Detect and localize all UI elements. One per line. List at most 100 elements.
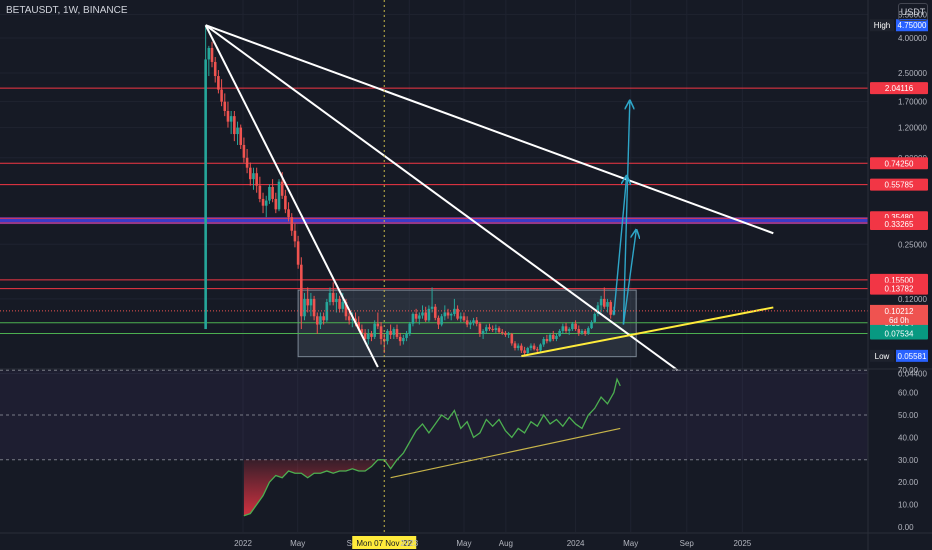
candle-body bbox=[229, 116, 233, 122]
candle-body bbox=[491, 329, 494, 331]
low-price-box bbox=[896, 349, 928, 362]
time-tick-label: May bbox=[290, 539, 305, 548]
candle-body bbox=[357, 321, 361, 330]
time-tick-label: 2023 bbox=[400, 539, 418, 548]
candle-body bbox=[287, 209, 290, 218]
candle-body bbox=[472, 320, 475, 323]
candle-body bbox=[421, 312, 424, 316]
candle-body bbox=[360, 329, 364, 333]
candle-body bbox=[532, 345, 536, 350]
candle-body bbox=[408, 323, 412, 334]
candle-body bbox=[542, 338, 545, 345]
candle-body bbox=[264, 200, 268, 206]
crosshair-date-label: Mon 07 Nov '22 bbox=[356, 539, 412, 548]
projection-arrow[interactable] bbox=[622, 102, 629, 325]
high-label: High bbox=[874, 21, 890, 30]
high-price-box bbox=[896, 19, 928, 32]
candle-body bbox=[497, 328, 501, 332]
oscillator-pane[interactable] bbox=[0, 369, 868, 517]
falling-trendline[interactable] bbox=[205, 24, 679, 372]
crosshair-date-box bbox=[352, 536, 417, 549]
oscillator-tick-label: 50.00 bbox=[898, 411, 919, 420]
oscillator-tick-label: 70.00 bbox=[898, 366, 919, 375]
candle-body bbox=[526, 348, 530, 353]
candle-body bbox=[280, 181, 284, 196]
current-price-box bbox=[870, 304, 928, 325]
rising-trendline[interactable] bbox=[521, 306, 774, 358]
candle-body bbox=[516, 345, 520, 349]
low-label: Low bbox=[875, 352, 890, 361]
candle-body bbox=[284, 195, 287, 210]
currency-button[interactable]: USDT bbox=[898, 3, 928, 21]
band-price-tag-box bbox=[870, 218, 928, 231]
candle-body bbox=[306, 298, 309, 306]
candle-body bbox=[545, 338, 549, 342]
candle-body bbox=[561, 326, 565, 331]
candle-body bbox=[520, 345, 523, 351]
falling-trendline[interactable] bbox=[204, 24, 379, 368]
time-tick-label: May bbox=[456, 539, 471, 548]
candle-body bbox=[245, 157, 249, 168]
candle-body bbox=[424, 312, 427, 321]
oscillator-tick-label: 60.00 bbox=[898, 389, 919, 398]
candle-body bbox=[322, 316, 325, 321]
projection-arrow[interactable] bbox=[613, 177, 627, 315]
price-tick-label: 0.04400 bbox=[898, 370, 927, 379]
candle-body bbox=[494, 328, 498, 330]
candle-body bbox=[398, 336, 402, 342]
candle-body bbox=[338, 298, 341, 309]
candle-body bbox=[459, 316, 463, 319]
candle-body bbox=[507, 333, 510, 335]
candle-body bbox=[261, 198, 265, 206]
candle-body bbox=[523, 350, 526, 353]
candle-body bbox=[539, 344, 542, 351]
oscillator-average-line[interactable] bbox=[390, 427, 621, 479]
support-price-tag: 0.07534 bbox=[885, 330, 914, 339]
candle-body bbox=[271, 187, 274, 199]
candle-body bbox=[300, 264, 303, 317]
candle-body bbox=[379, 326, 383, 339]
candle-body bbox=[233, 116, 236, 135]
candle-body bbox=[277, 181, 281, 210]
candle-body bbox=[370, 333, 373, 337]
candle-body bbox=[248, 167, 252, 180]
bar-countdown: 6d 0h bbox=[889, 316, 909, 325]
candle-body bbox=[204, 59, 207, 330]
oscillator-tick-label: 20.00 bbox=[898, 478, 919, 487]
candle-body bbox=[236, 127, 239, 135]
price-tick-label: 0.25000 bbox=[898, 240, 927, 249]
candle-body bbox=[567, 329, 571, 331]
blue-band[interactable] bbox=[0, 217, 868, 225]
candle-body bbox=[258, 185, 262, 199]
oscillator-line[interactable] bbox=[243, 377, 621, 517]
candle-body bbox=[484, 327, 488, 331]
candle-body bbox=[587, 328, 590, 334]
candle-body bbox=[220, 89, 223, 102]
candle-body bbox=[411, 313, 415, 324]
candle-body bbox=[366, 333, 370, 339]
candle-body bbox=[223, 101, 227, 111]
candle-body bbox=[602, 298, 606, 307]
price-tick-label: 1.20000 bbox=[898, 124, 927, 133]
projection-arrow[interactable] bbox=[622, 231, 636, 325]
candle-body bbox=[599, 298, 603, 306]
candle-body bbox=[504, 332, 507, 335]
falling-trendline[interactable] bbox=[205, 24, 774, 235]
candle-body bbox=[312, 298, 316, 317]
price-pane[interactable] bbox=[0, 24, 868, 372]
candle-body bbox=[481, 330, 485, 334]
time-tick-label: 2022 bbox=[234, 539, 252, 548]
candle-body bbox=[328, 292, 332, 303]
candle-body bbox=[386, 330, 389, 342]
resistance-price-tag-box bbox=[870, 157, 928, 170]
grid bbox=[0, 0, 868, 532]
high-label-box bbox=[870, 19, 894, 32]
candle-body bbox=[510, 333, 514, 344]
candle-body bbox=[478, 323, 482, 334]
candle-body bbox=[500, 331, 504, 333]
candle-body bbox=[389, 330, 392, 335]
price-tick-label: 0.12000 bbox=[898, 295, 927, 304]
time-tick-label: Aug bbox=[499, 539, 513, 548]
candle-body bbox=[564, 326, 568, 331]
